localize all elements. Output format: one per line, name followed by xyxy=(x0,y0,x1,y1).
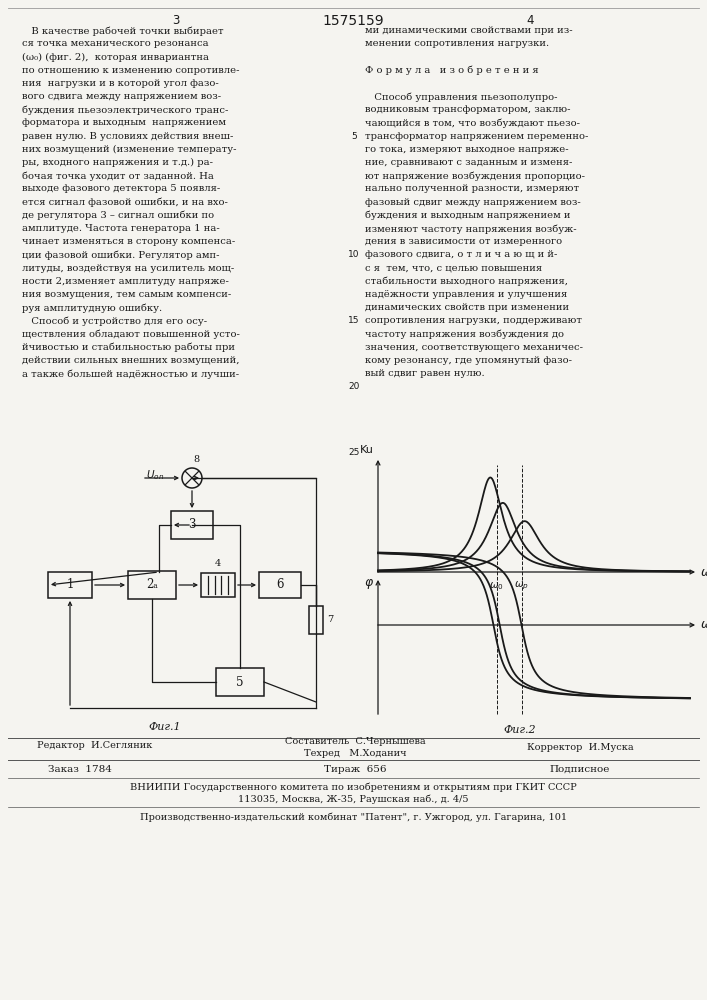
Text: ВНИИПИ Государственного комитета по изобретениям и открытиям при ГКИТ СССР: ВНИИПИ Государственного комитета по изоб… xyxy=(130,782,577,792)
Text: Ku: Ku xyxy=(360,445,374,455)
Text: Способ управления пьезополупро-: Способ управления пьезополупро- xyxy=(365,92,558,102)
Text: Техред   М.Ходанич: Техред М.Ходанич xyxy=(304,750,407,758)
Bar xyxy=(171,511,213,539)
Text: фазового сдвига, о т л и ч а ю щ и й-: фазового сдвига, о т л и ч а ю щ и й- xyxy=(365,250,557,259)
Text: (ω₀) (фиг. 2),  которая инвариантна: (ω₀) (фиг. 2), которая инвариантна xyxy=(22,52,209,62)
Text: ния возмущения, тем самым компенси-: ния возмущения, тем самым компенси- xyxy=(22,290,231,299)
Text: форматора и выходным  напряжением: форматора и выходным напряжением xyxy=(22,118,226,127)
Text: Корректор  И.Муска: Корректор И.Муска xyxy=(527,744,633,752)
Text: $\omega_0$: $\omega_0$ xyxy=(489,580,504,592)
Text: вого сдвига между напряжением воз-: вого сдвига между напряжением воз- xyxy=(22,92,221,101)
Text: буждения пьезоэлектрического транс-: буждения пьезоэлектрического транс- xyxy=(22,105,228,115)
Text: 10: 10 xyxy=(349,250,360,259)
Text: трансформатор напряжением переменно-: трансформатор напряжением переменно- xyxy=(365,132,588,141)
Text: 8: 8 xyxy=(193,455,199,464)
Text: водниковым трансформатором, заклю-: водниковым трансформатором, заклю- xyxy=(365,105,571,114)
Text: них возмущений (изменение температу-: них возмущений (изменение температу- xyxy=(22,145,237,154)
Text: Редактор  И.Сегляник: Редактор И.Сегляник xyxy=(37,740,153,750)
Text: 5: 5 xyxy=(351,132,357,141)
Text: фазовый сдвиг между напряжением воз-: фазовый сдвиг между напряжением воз- xyxy=(365,198,580,207)
Text: 20: 20 xyxy=(349,382,360,391)
Text: кому резонансу, где упомянутый фазо-: кому резонансу, где упомянутый фазо- xyxy=(365,356,572,365)
Text: действии сильных внешних возмущений,: действии сильных внешних возмущений, xyxy=(22,356,240,365)
Text: $U_{on}$: $U_{on}$ xyxy=(146,468,164,482)
Text: нально полученной разности, измеряют: нально полученной разности, измеряют xyxy=(365,184,579,193)
Text: 2ₐ: 2ₐ xyxy=(146,578,158,591)
Bar xyxy=(309,606,323,634)
Bar xyxy=(48,572,92,598)
Text: частоту напряжения возбуждения до: частоту напряжения возбуждения до xyxy=(365,330,564,339)
Text: надёжности управления и улучшения: надёжности управления и улучшения xyxy=(365,290,567,299)
Text: вый сдвиг равен нулю.: вый сдвиг равен нулю. xyxy=(365,369,484,378)
Text: ществления обладают повышенной усто-: ществления обладают повышенной усто- xyxy=(22,330,240,339)
Text: 1: 1 xyxy=(66,578,74,591)
Text: чинает изменяться в сторону компенса-: чинает изменяться в сторону компенса- xyxy=(22,237,235,246)
Text: $\omega$: $\omega$ xyxy=(700,618,707,632)
Text: стабильности выходного напряжения,: стабильности выходного напряжения, xyxy=(365,277,568,286)
Bar xyxy=(201,573,235,597)
Text: 25: 25 xyxy=(349,448,360,457)
Text: литуды, воздействуя на усилитель мощ-: литуды, воздействуя на усилитель мощ- xyxy=(22,264,234,273)
Text: Производственно-издательский комбинат "Патент", г. Ужгород, ул. Гагарина, 101: Производственно-издательский комбинат "П… xyxy=(140,812,567,822)
Text: по отношению к изменению сопротивле-: по отношению к изменению сопротивле- xyxy=(22,66,240,75)
Text: Подписное: Подписное xyxy=(550,764,610,774)
Text: 4: 4 xyxy=(215,559,221,568)
Text: $\varphi$: $\varphi$ xyxy=(364,577,374,591)
Text: 113035, Москва, Ж-35, Раушская наб., д. 4/5: 113035, Москва, Ж-35, Раушская наб., д. … xyxy=(238,794,469,804)
Text: выходе фазового детектора 5 появля-: выходе фазового детектора 5 появля- xyxy=(22,184,221,193)
Text: ется сигнал фазовой ошибки, и на вхо-: ется сигнал фазовой ошибки, и на вхо- xyxy=(22,198,228,207)
Text: Способ и устройство для его осу-: Способ и устройство для его осу- xyxy=(22,316,207,326)
Text: ры, входного напряжения и т.д.) ра-: ры, входного напряжения и т.д.) ра- xyxy=(22,158,213,167)
Text: амплитуде. Частота генератора 1 на-: амплитуде. Частота генератора 1 на- xyxy=(22,224,220,233)
Text: ности 2,изменяет амплитуду напряже-: ности 2,изменяет амплитуду напряже- xyxy=(22,277,229,286)
Text: сопротивления нагрузки, поддерживают: сопротивления нагрузки, поддерживают xyxy=(365,316,582,325)
Text: Заказ  1784: Заказ 1784 xyxy=(48,764,112,774)
Text: йчивостью и стабильностью работы при: йчивостью и стабильностью работы при xyxy=(22,343,235,352)
Text: а также большей надёжностью и лучши-: а также большей надёжностью и лучши- xyxy=(22,369,239,379)
Bar xyxy=(128,571,176,599)
Text: В качестве рабочей точки выбирает: В качестве рабочей точки выбирает xyxy=(22,26,223,35)
Text: ние, сравнивают с заданным и изменя-: ние, сравнивают с заданным и изменя- xyxy=(365,158,573,167)
Text: с я  тем, что, с целью повышения: с я тем, что, с целью повышения xyxy=(365,264,542,273)
Text: $\omega$: $\omega$ xyxy=(700,566,707,578)
Text: 5: 5 xyxy=(236,676,244,688)
Text: равен нулю. В условиях действия внеш-: равен нулю. В условиях действия внеш- xyxy=(22,132,233,141)
Text: 4: 4 xyxy=(526,14,534,27)
Text: бочая точка уходит от заданной. На: бочая точка уходит от заданной. На xyxy=(22,171,214,181)
Text: ся точка механического резонанса: ся точка механического резонанса xyxy=(22,39,209,48)
Text: 6: 6 xyxy=(276,578,284,591)
Text: Ф о р м у л а   и з о б р е т е н и я: Ф о р м у л а и з о б р е т е н и я xyxy=(365,66,539,75)
Text: чающийся в том, что возбуждают пьезо-: чающийся в том, что возбуждают пьезо- xyxy=(365,118,580,128)
Text: Фиг.2: Фиг.2 xyxy=(503,725,537,735)
Text: руя амплитудную ошибку.: руя амплитудную ошибку. xyxy=(22,303,162,313)
Text: 3: 3 xyxy=(188,518,196,532)
Text: дения в зависимости от измеренного: дения в зависимости от измеренного xyxy=(365,237,562,246)
Text: динамических свойств при изменении: динамических свойств при изменении xyxy=(365,303,569,312)
Text: ния  нагрузки и в которой угол фазо-: ния нагрузки и в которой угол фазо- xyxy=(22,79,218,88)
Text: 7: 7 xyxy=(327,615,333,624)
Text: менении сопротивления нагрузки.: менении сопротивления нагрузки. xyxy=(365,39,549,48)
Text: Фиг.1: Фиг.1 xyxy=(148,722,181,732)
Text: значения, соответствующего механичес-: значения, соответствующего механичес- xyxy=(365,343,583,352)
Bar xyxy=(259,572,301,598)
Text: Тираж  656: Тираж 656 xyxy=(324,764,386,774)
Text: ми динамическими свойствами при из-: ми динамическими свойствами при из- xyxy=(365,26,573,35)
Text: 3: 3 xyxy=(173,14,180,27)
Text: Составитель  С.Чернышева: Составитель С.Чернышева xyxy=(285,738,426,746)
Text: го тока, измеряют выходное напряже-: го тока, измеряют выходное напряже- xyxy=(365,145,568,154)
Bar xyxy=(216,668,264,696)
Text: 15: 15 xyxy=(349,316,360,325)
Text: ют напряжение возбуждения пропорцио-: ют напряжение возбуждения пропорцио- xyxy=(365,171,585,181)
Text: ции фазовой ошибки. Регулятор амп-: ции фазовой ошибки. Регулятор амп- xyxy=(22,250,219,260)
Text: $\omega_p$: $\omega_p$ xyxy=(514,580,529,592)
Text: де регулятора 3 – сигнал ошибки по: де регулятора 3 – сигнал ошибки по xyxy=(22,211,214,220)
Text: изменяют частоту напряжения возбуж-: изменяют частоту напряжения возбуж- xyxy=(365,224,577,233)
Text: буждения и выходным напряжением и: буждения и выходным напряжением и xyxy=(365,211,571,220)
Text: 1575159: 1575159 xyxy=(322,14,385,28)
